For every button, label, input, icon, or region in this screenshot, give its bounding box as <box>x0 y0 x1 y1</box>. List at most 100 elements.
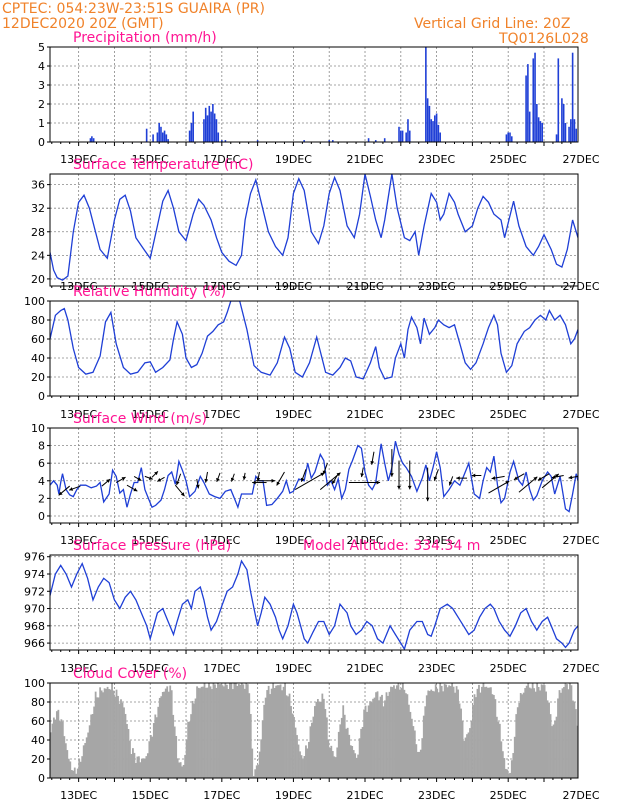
wind-vector-arrow <box>407 460 412 490</box>
cloud-bar <box>102 692 104 778</box>
precip-bar <box>536 104 538 142</box>
cloud-bar <box>373 697 376 778</box>
x-tick-label: 17DEC <box>203 153 240 166</box>
cloud-bar <box>434 684 437 778</box>
cloud-bar <box>369 701 371 778</box>
wind-vector-arrow <box>256 471 261 482</box>
cloud-bar <box>193 703 195 778</box>
x-tick-label: 19DEC <box>275 534 312 547</box>
wind-vector-head <box>252 480 256 485</box>
precip-bar <box>145 128 148 142</box>
cloud-bar <box>187 721 190 778</box>
cloud-bar <box>120 699 122 778</box>
cloud-bar <box>290 706 292 778</box>
cloud-bar <box>495 716 498 778</box>
cloud-bar <box>275 685 278 778</box>
cloud-bar <box>409 711 412 778</box>
wind-vector-head <box>448 481 453 486</box>
cloud-bar <box>199 688 201 778</box>
x-tick-label: 17DEC <box>203 534 240 547</box>
precip-bar <box>188 130 191 142</box>
cloud-bar <box>400 688 403 778</box>
wind-vector-arrow <box>68 485 81 491</box>
wind-vector-arrow <box>488 480 510 494</box>
x-tick-label: 17DEC <box>203 662 240 675</box>
cloud-bar <box>458 703 461 778</box>
cloud-bar <box>66 750 69 778</box>
wind-vector-arrow <box>568 475 579 480</box>
cloud-bar <box>194 698 197 778</box>
cloud-bar <box>507 773 510 778</box>
cloud-bar <box>497 721 500 778</box>
wind-vector-shaft <box>541 473 560 489</box>
cloud-bar <box>166 686 169 778</box>
cloud-bar <box>305 745 307 778</box>
x-tick-label: 13DEC <box>60 153 97 166</box>
cloud-bar <box>491 694 494 778</box>
x-tick-label: 23DEC <box>418 662 455 675</box>
cloud-bar <box>228 683 231 778</box>
cloud-bar <box>70 770 73 778</box>
cloud-bar <box>325 717 328 778</box>
precip-bar <box>575 128 578 142</box>
cloud-bar <box>528 687 531 778</box>
cloud-bar <box>115 689 118 778</box>
panel-title: Surface Temperature (nC) <box>73 157 254 173</box>
cloud-bar <box>215 687 218 778</box>
cloud-bar <box>149 735 152 778</box>
cloud-bar <box>138 756 140 778</box>
wind-vector-arrow <box>397 460 401 490</box>
wind-vector-arrow <box>448 476 454 486</box>
cloud-bar <box>431 690 434 778</box>
wind-vector-arrow <box>255 478 276 483</box>
cloud-bar <box>379 696 382 778</box>
y-tick-label: 10 <box>31 422 45 435</box>
cloud-bar <box>534 691 537 778</box>
cloud-bar <box>378 700 380 778</box>
x-tick-label: 27DEC <box>562 789 599 800</box>
cloud-bar <box>202 686 204 778</box>
panel-subtitle: Model Altitude: 334.34 m <box>303 538 480 554</box>
cloud-bar <box>105 688 107 778</box>
cloud-bar <box>498 723 501 778</box>
cloud-bar <box>460 708 462 778</box>
panel-frame <box>49 300 579 397</box>
cloud-bar <box>346 727 349 778</box>
cloud-bar <box>69 761 72 778</box>
cloud-bar <box>111 683 113 778</box>
precip-bar <box>430 119 433 142</box>
x-tick-label: 27DEC <box>562 534 599 547</box>
x-tick-label: 15DEC <box>132 408 169 421</box>
cloud-bar <box>220 684 222 778</box>
wind-vector-arrow <box>331 473 339 485</box>
cloud-bar <box>81 756 84 778</box>
cloud-bar <box>140 758 143 778</box>
cloud-bar <box>94 691 97 778</box>
cloud-bar <box>484 687 486 778</box>
precip-bar <box>408 130 411 142</box>
cloud-bar <box>96 697 99 778</box>
wind-vector-arrow <box>471 473 482 478</box>
cloud-bar <box>427 690 430 778</box>
y-tick-label: 2 <box>38 492 45 505</box>
wind-vector-head <box>471 473 476 478</box>
wind-vector-shaft <box>488 480 510 494</box>
cloud-bar <box>169 685 172 778</box>
cloud-bar <box>117 695 119 778</box>
precip-bar <box>405 132 407 142</box>
x-tick-label: 21DEC <box>346 662 383 675</box>
wind-vector-arrow <box>322 463 328 475</box>
cloud-bar <box>509 772 512 778</box>
cloud-bar <box>557 698 559 778</box>
wind-vector-head <box>370 460 375 465</box>
cloud-bar <box>314 706 316 778</box>
cloud-bar <box>404 693 407 778</box>
cloud-bar <box>263 704 266 778</box>
cloud-bar <box>175 735 178 778</box>
cloud-bar <box>223 686 225 778</box>
cloud-bar <box>132 748 134 778</box>
y-tick-label: 20 <box>31 753 45 766</box>
cloud-bar <box>551 726 553 778</box>
y-tick-label: 28 <box>31 226 45 239</box>
cloud-bar <box>60 719 63 778</box>
